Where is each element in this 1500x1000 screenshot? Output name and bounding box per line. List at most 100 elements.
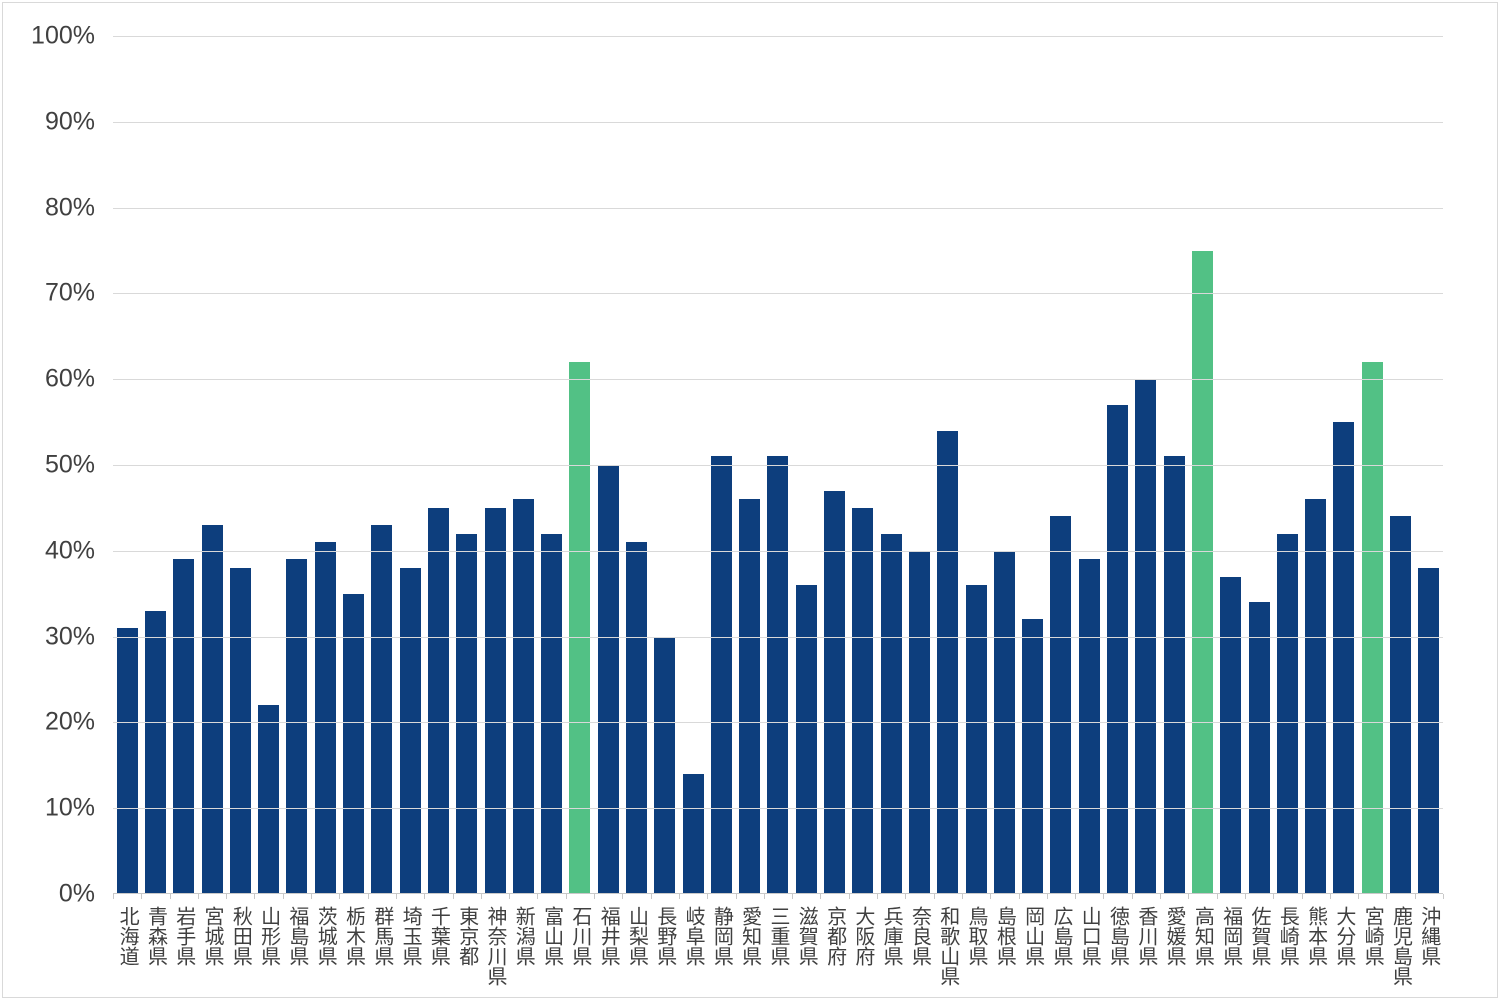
- x-label-slot: 長野県: [651, 906, 679, 1000]
- category-axis-tick: [1075, 894, 1077, 899]
- bar-slot: [254, 36, 282, 894]
- category-axis-tick: [1160, 894, 1162, 899]
- x-label-slot: 香川県: [1132, 906, 1160, 1000]
- x-axis-category-label: 栃木県: [342, 906, 365, 966]
- x-axis-category-label: 奈良県: [908, 906, 931, 966]
- category-axis-tick: [395, 894, 397, 899]
- x-axis-category-label: 岡山県: [1021, 906, 1044, 966]
- y-axis-tick-label: 50%: [44, 450, 95, 479]
- bar: [597, 465, 619, 894]
- x-axis-category-label: 大阪府: [851, 906, 874, 966]
- category-axis-tick: [452, 894, 454, 899]
- bar-slot: [1386, 36, 1414, 894]
- bar: [1107, 404, 1129, 894]
- bar-slot: [113, 36, 141, 894]
- x-axis-category-label: 山口県: [1078, 906, 1101, 966]
- category-axis-tick: [1131, 894, 1133, 899]
- category-axis-tick: [792, 894, 794, 899]
- x-axis-category-label: 滋賀県: [795, 906, 818, 966]
- y-axis-tick-label: 20%: [44, 707, 95, 736]
- x-axis-category-label: 東京都: [455, 906, 478, 966]
- x-axis-category-label: 北海道: [116, 906, 139, 966]
- x-label-slot: 富山県: [537, 906, 565, 1000]
- x-axis-category-label: 沖縄県: [1417, 906, 1440, 966]
- x-label-slot: 群馬県: [368, 906, 396, 1000]
- bar: [767, 456, 789, 894]
- category-axis-tick: [707, 894, 709, 899]
- x-label-slot: 宮城県: [198, 906, 226, 1000]
- y-axis-tick-label: 100%: [31, 21, 95, 50]
- category-axis-tick: [1443, 894, 1444, 899]
- bar-slot: [679, 36, 707, 894]
- bar-slot: [396, 36, 424, 894]
- x-axis-category-label: 石川県: [568, 906, 591, 966]
- x-label-slot: 愛知県: [736, 906, 764, 1000]
- x-label-slot: 鹿児島県: [1386, 906, 1414, 1000]
- x-label-slot: 京都府: [820, 906, 848, 1000]
- category-axis-tick: [877, 894, 879, 899]
- x-label-slot: 大分県: [1330, 906, 1358, 1000]
- category-axis-tick: [933, 894, 935, 899]
- bar: [173, 559, 195, 894]
- x-axis-category-label: 香川県: [1134, 906, 1157, 966]
- x-label-slot: 山梨県: [622, 906, 650, 1000]
- bar-slot: [820, 36, 848, 894]
- bar-slot: [1075, 36, 1103, 894]
- bar-slot: [1273, 36, 1301, 894]
- bar: [795, 585, 817, 894]
- x-axis-category-label: 鹿児島県: [1389, 906, 1412, 986]
- x-label-slot: 福井県: [594, 906, 622, 1000]
- category-axis-tick: [1358, 894, 1360, 899]
- category-axis-tick: [141, 894, 143, 899]
- y-axis-tick-label: 40%: [44, 536, 95, 565]
- bar-slot: [170, 36, 198, 894]
- bar-slot: [481, 36, 509, 894]
- category-axis-tick: [509, 894, 511, 899]
- bar-slot: [311, 36, 339, 894]
- bars-row: [113, 36, 1443, 894]
- category-axis-tick: [961, 894, 963, 899]
- x-label-slot: 石川県: [566, 906, 594, 1000]
- bar-slot: [453, 36, 481, 894]
- bar-highlighted: [1361, 362, 1383, 894]
- x-label-slot: 神奈川県: [481, 906, 509, 1000]
- category-axis-tick: [537, 894, 539, 899]
- bar-slot: [368, 36, 396, 894]
- bar-slot: [1103, 36, 1131, 894]
- x-axis-category-label: 長崎県: [1276, 906, 1299, 966]
- bar-slot: [849, 36, 877, 894]
- category-axis-tick: [565, 894, 567, 899]
- bar-slot: [1132, 36, 1160, 894]
- bar: [258, 705, 280, 894]
- x-axis-category-label: 福岡県: [1219, 906, 1242, 966]
- x-axis-category-label: 宮崎県: [1361, 906, 1384, 966]
- y-axis-tick-label: 10%: [44, 793, 95, 822]
- category-axis-tick: [197, 894, 199, 899]
- bar: [1305, 499, 1327, 894]
- category-axis-tick: [169, 894, 171, 899]
- bar: [1050, 516, 1072, 894]
- x-axis-category-label: 長野県: [653, 906, 676, 966]
- category-axis-tick: [1301, 894, 1303, 899]
- category-axis-tick: [763, 894, 765, 899]
- x-label-slot: 青森県: [141, 906, 169, 1000]
- x-label-slot: 岡山県: [1019, 906, 1047, 1000]
- category-axis-tick: [905, 894, 907, 899]
- x-axis-category-label: 福島県: [285, 906, 308, 966]
- bar-slot: [1301, 36, 1329, 894]
- bar: [1135, 379, 1157, 894]
- category-axis-tick: [424, 894, 426, 899]
- x-label-slot: 高知県: [1188, 906, 1216, 1000]
- x-axis-category-label: 島根県: [993, 906, 1016, 966]
- x-axis-category-label: 熊本県: [1304, 906, 1327, 966]
- x-label-slot: 沖縄県: [1415, 906, 1443, 1000]
- x-label-slot: 島根県: [990, 906, 1018, 1000]
- x-label-slot: 福島県: [283, 906, 311, 1000]
- x-axis-category-label: 静岡県: [710, 906, 733, 966]
- x-label-slot: 滋賀県: [792, 906, 820, 1000]
- bar: [1248, 602, 1270, 894]
- x-label-slot: 佐賀県: [1245, 906, 1273, 1000]
- x-axis-category-label: 京都府: [823, 906, 846, 966]
- gridline: [113, 36, 1443, 37]
- bar: [229, 567, 251, 894]
